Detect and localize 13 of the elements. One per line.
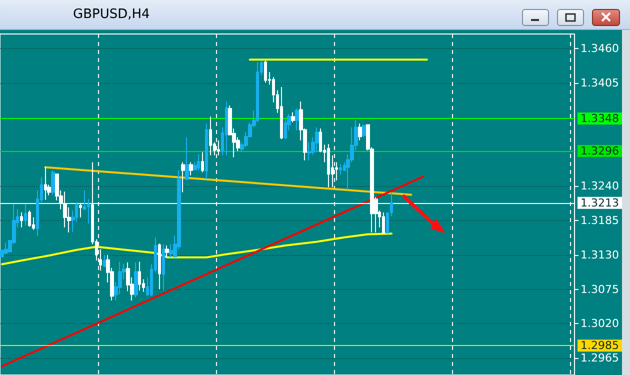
ref-line-label: 1.3213 — [580, 196, 620, 210]
chart-title: GBPUSD,H4 — [73, 7, 150, 22]
y-tick-label: 1.3185 — [580, 214, 620, 227]
ref-line-label: 1.3296 — [580, 144, 620, 158]
ref-line-label: 1.3348 — [580, 112, 620, 125]
y-tick-label: 1.2965 — [580, 352, 620, 365]
y-tick-label: 1.3075 — [580, 282, 620, 296]
ref-line-label: 1.2985 — [580, 339, 620, 352]
y-tick-label: 1.3405 — [580, 76, 620, 90]
y-tick-label: 1.3460 — [580, 42, 620, 55]
y-tick-label: 1.3020 — [580, 317, 620, 330]
y-tick-label: 1.3240 — [580, 180, 620, 193]
y-tick-label: 1.3130 — [580, 248, 620, 262]
